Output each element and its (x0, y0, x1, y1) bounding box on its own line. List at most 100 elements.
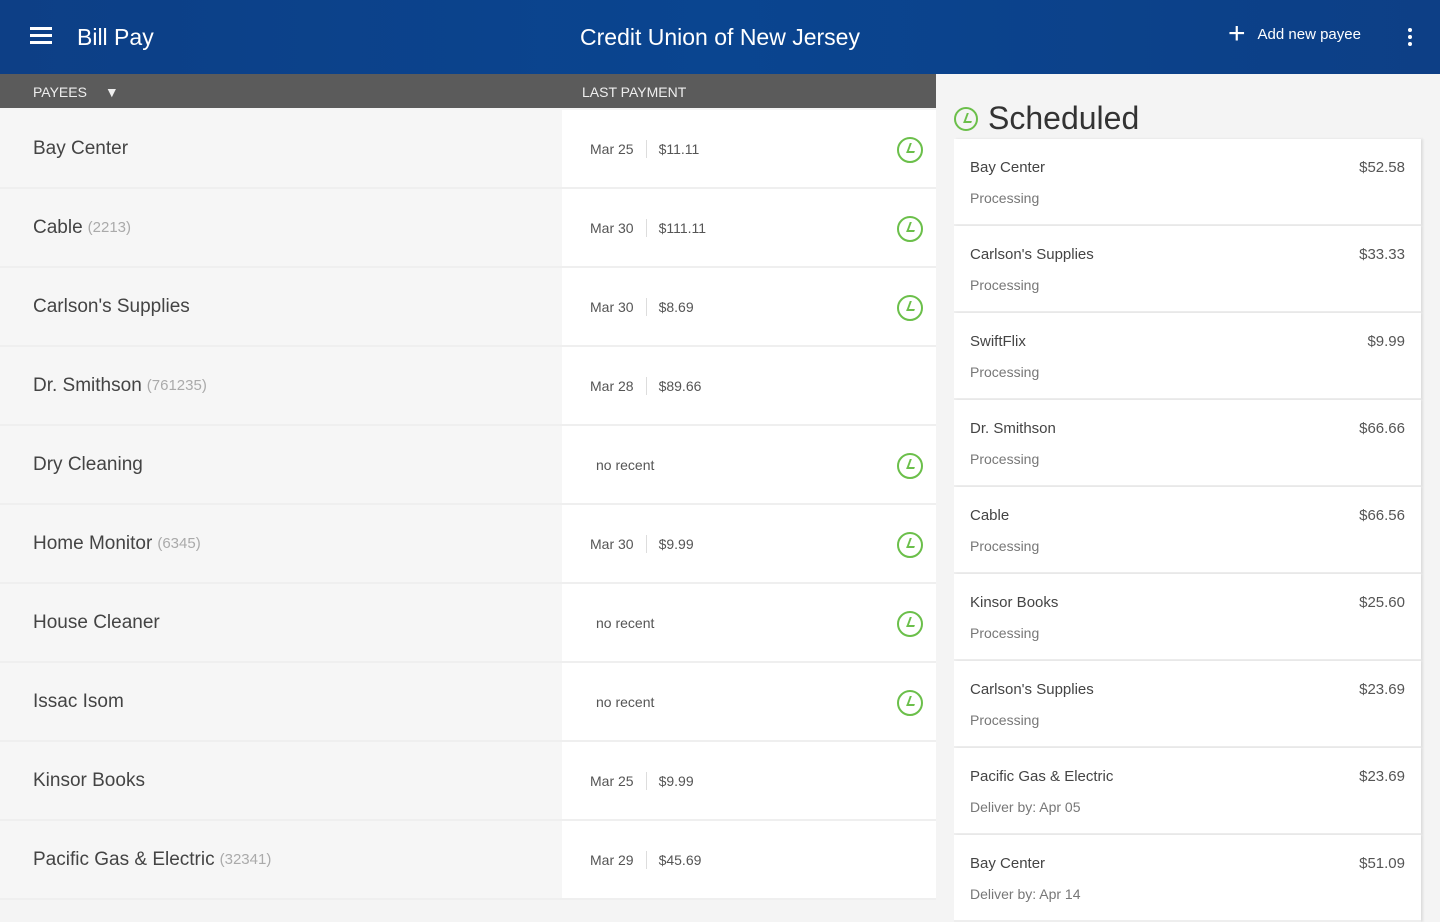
payee-account: (2213) (87, 219, 132, 236)
payee-name-cell[interactable]: Home Monitor (6345) (0, 505, 562, 582)
payee-row[interactable]: Pacific Gas & Electric (32341) Mar 29 $45.… (0, 821, 936, 900)
scheduled-amount: $9.99 (1367, 333, 1405, 350)
payee-name-cell[interactable]: Dr. Smithson (761235) (0, 347, 562, 424)
payee-name: Issac Isom (33, 690, 124, 712)
payee-row[interactable]: Kinsor Books Mar 25 $9.99 (0, 742, 936, 821)
payment-date: Mar 30 (590, 219, 634, 236)
scheduled-status: Processing (970, 625, 1040, 641)
last-payment-cell: Mar 29 $45.69 (562, 821, 936, 898)
payee-row[interactable]: Bay Center Mar 25 $11.11 (0, 110, 936, 189)
scheduled-payment-card[interactable]: Cable $66.56 Processing (954, 487, 1421, 574)
payee-name-cell[interactable]: Cable (2213) (0, 189, 562, 266)
scheduled-payment-card[interactable]: Carlson's Supplies $23.69 Processing (954, 661, 1421, 748)
scheduled-amount: $52.58 (1359, 159, 1405, 176)
scheduled-payee: Pacific Gas & Electric (970, 768, 1114, 785)
payee-row[interactable]: Issac Isom no recent (0, 663, 936, 742)
payee-name: Home Monitor (33, 532, 153, 554)
scheduled-list: Bay Center $52.58 Processing Carlson's S… (954, 139, 1421, 922)
no-recent-text: no recent (596, 456, 655, 473)
last-payment-cell: no recent (562, 584, 936, 661)
payee-list: Bay Center Mar 25 $11.11 Cable (2213) Mar … (0, 110, 936, 900)
no-recent-text: no recent (596, 614, 655, 631)
payee-row[interactable]: Carlson's Supplies Mar 30 $8.69 (0, 268, 936, 347)
payment-date: Mar 30 (590, 298, 634, 315)
payee-name-cell[interactable]: Pacific Gas & Electric (32341) (0, 821, 562, 898)
clock-icon (954, 106, 978, 131)
payee-name: Kinsor Books (33, 769, 145, 791)
no-recent-text: no recent (596, 693, 655, 710)
schedule-clock-icon[interactable] (897, 137, 923, 163)
payee-name: Pacific Gas & Electric (33, 848, 215, 870)
payee-name-cell[interactable]: Bay Center (0, 110, 562, 187)
payment-amount: $111.11 (658, 219, 707, 236)
scheduled-payment-card[interactable]: Carlson's Supplies $33.33 Processing (954, 226, 1421, 313)
scheduled-payee: SwiftFlix (970, 333, 1026, 350)
payee-name-cell[interactable]: Carlson's Supplies (0, 268, 562, 345)
last-payment-cell: Mar 25 $11.11 (562, 110, 936, 187)
payment-date: Mar 30 (590, 535, 634, 552)
payee-row[interactable]: Dry Cleaning no recent (0, 426, 936, 505)
payment-amount: $11.11 (658, 140, 700, 157)
payee-name-cell[interactable]: Issac Isom (0, 663, 562, 740)
last-payment-cell: no recent (562, 426, 936, 503)
dropdown-arrow-icon: ▼ (104, 84, 119, 100)
payee-name: House Cleaner (33, 611, 160, 633)
schedule-clock-icon[interactable] (897, 611, 923, 637)
last-payment-cell: Mar 30 $111.11 (562, 189, 936, 266)
app-bar: Bill Pay Credit Union of New Jersey + Add… (0, 0, 1440, 74)
add-payee-label: Add new payee (1257, 25, 1361, 43)
column-header: PAYEES ▼ LAST PAYMENT (0, 74, 936, 108)
scheduled-payment-card[interactable]: Kinsor Books $25.60 Processing (954, 574, 1421, 661)
payee-row[interactable]: House Cleaner no recent (0, 584, 936, 663)
schedule-clock-icon[interactable] (897, 532, 923, 558)
divider (645, 297, 647, 316)
scheduled-payee: Carlson's Supplies (970, 681, 1094, 698)
scheduled-payee: Bay Center (970, 855, 1046, 872)
payee-row[interactable]: Dr. Smithson (761235) Mar 28 $89.66 (0, 347, 936, 426)
payment-amount: $9.99 (658, 772, 694, 789)
schedule-clock-icon[interactable] (897, 295, 923, 321)
last-payment-cell: Mar 25 $9.99 (562, 742, 936, 819)
payee-name-cell[interactable]: Kinsor Books (0, 742, 562, 819)
scheduled-status: Deliver by: Apr 14 (970, 886, 1081, 902)
divider (645, 376, 647, 395)
scheduled-payment-card[interactable]: Bay Center $51.09 Deliver by: Apr 14 (954, 835, 1421, 922)
scheduled-payment-card[interactable]: Bay Center $52.58 Processing (954, 139, 1421, 226)
payment-amount: $9.99 (658, 535, 694, 552)
divider (645, 771, 647, 790)
payee-row[interactable]: Cable (2213) Mar 30 $111.11 (0, 189, 936, 268)
payee-name: Carlson's Supplies (33, 295, 190, 317)
payee-name: Cable (33, 216, 83, 238)
last-payment-cell: Mar 30 $9.99 (562, 505, 936, 582)
payee-name-cell[interactable]: Dry Cleaning (0, 426, 562, 503)
payees-sort-dropdown[interactable]: PAYEES ▼ (33, 84, 119, 100)
scheduled-payment-card[interactable]: Pacific Gas & Electric $23.69 Deliver by… (954, 748, 1421, 835)
schedule-clock-icon[interactable] (897, 453, 923, 479)
hamburger-menu-icon[interactable] (30, 27, 52, 45)
scheduled-amount: $23.69 (1359, 768, 1405, 785)
org-name: Credit Union of New Jersey (580, 24, 860, 50)
scheduled-amount: $23.69 (1359, 681, 1405, 698)
scheduled-status: Processing (970, 712, 1040, 728)
scheduled-payment-card[interactable]: SwiftFlix $9.99 Processing (954, 313, 1421, 400)
plus-icon: + (1228, 17, 1246, 50)
scheduled-payment-card[interactable]: Dr. Smithson $66.66 Processing (954, 400, 1421, 487)
more-options-icon[interactable] (1408, 28, 1414, 49)
scheduled-title: Scheduled (988, 100, 1140, 136)
schedule-clock-icon[interactable] (897, 216, 923, 242)
last-payment-header: LAST PAYMENT (582, 84, 687, 100)
payee-name: Dry Cleaning (33, 453, 143, 475)
payee-row[interactable]: Home Monitor (6345) Mar 30 $9.99 (0, 505, 936, 584)
scheduled-status: Processing (970, 364, 1040, 380)
schedule-clock-icon[interactable] (897, 690, 923, 716)
payee-name-cell[interactable]: House Cleaner (0, 584, 562, 661)
payee-account: (32341) (219, 851, 272, 868)
scheduled-amount: $33.33 (1359, 246, 1405, 263)
scheduled-payee: Bay Center (970, 159, 1046, 176)
add-payee-button[interactable]: + Add new payee (1228, 17, 1361, 50)
divider (645, 139, 647, 158)
scheduled-payee: Cable (970, 507, 1010, 524)
scheduled-amount: $51.09 (1359, 855, 1405, 872)
payment-date: Mar 28 (590, 377, 634, 394)
payees-header-label: PAYEES (33, 84, 87, 100)
